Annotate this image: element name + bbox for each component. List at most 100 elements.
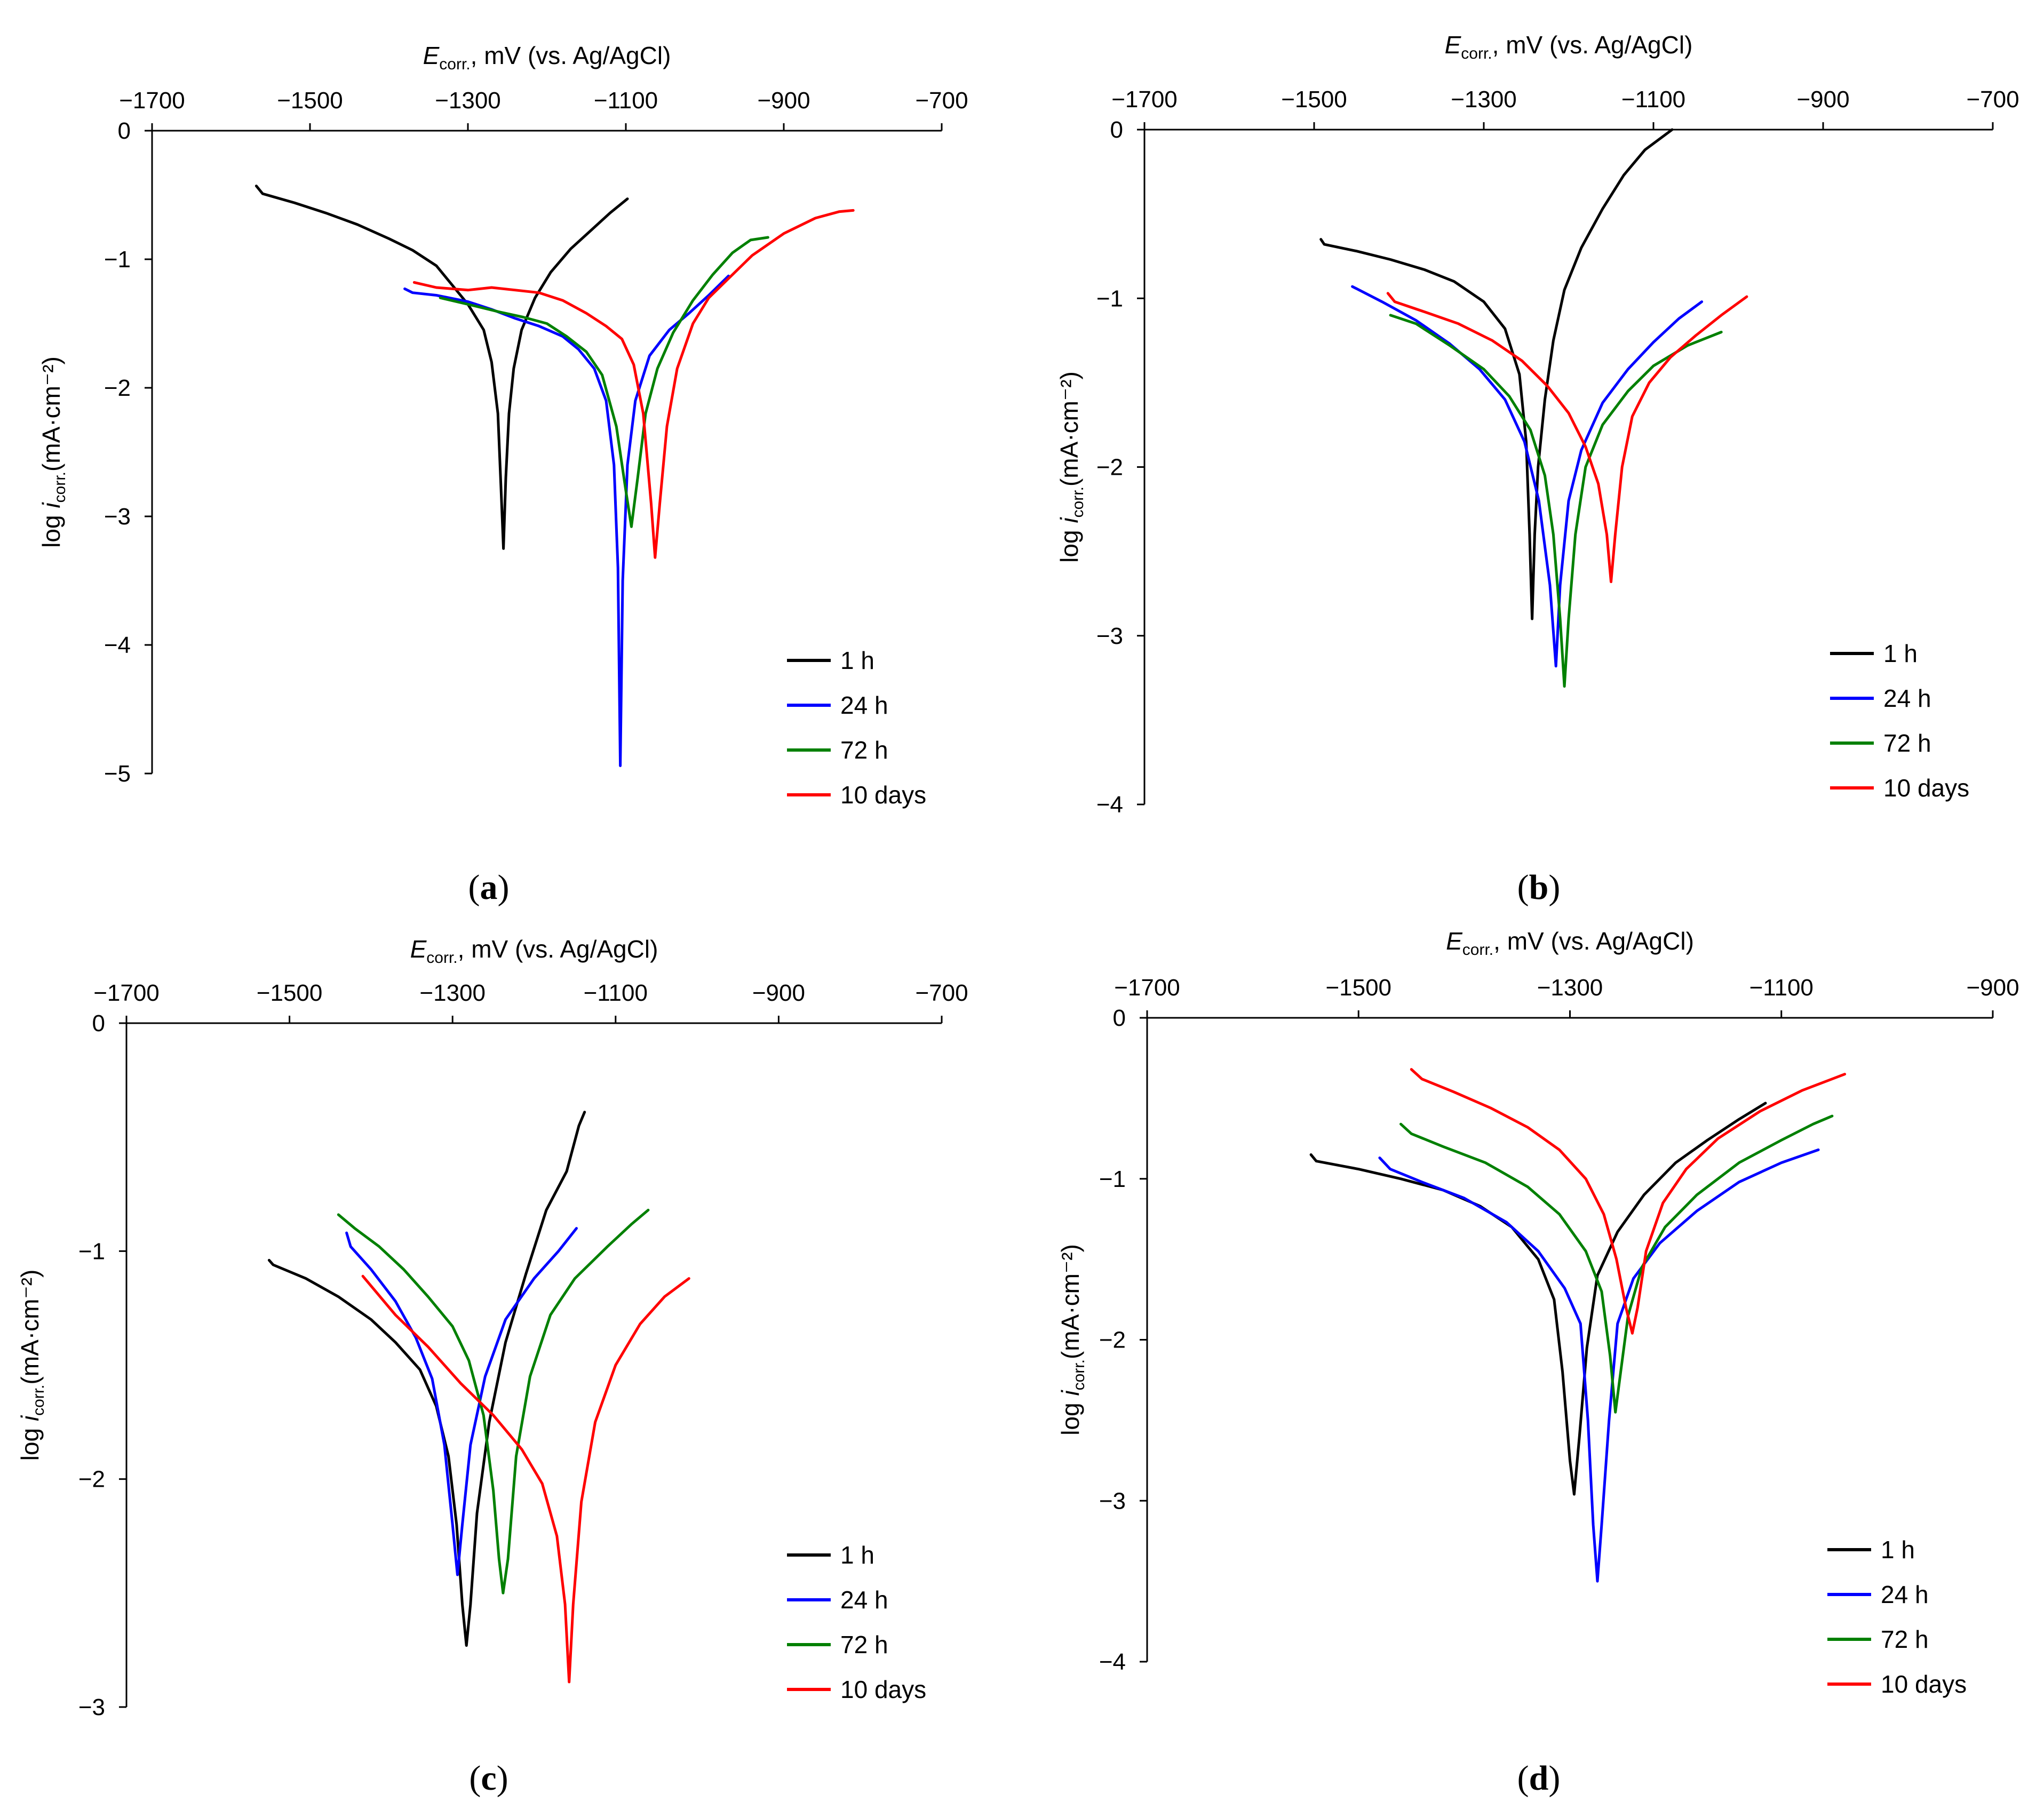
y-axis-title-sub: corr. bbox=[1069, 487, 1087, 517]
legend-label: 72 h bbox=[1881, 1625, 1929, 1653]
x-tick-label-a: −1300 bbox=[435, 87, 501, 114]
legend-label: 24 h bbox=[1883, 684, 1931, 712]
legend-label: 10 days bbox=[1881, 1670, 1967, 1698]
legend-c: 1 h 24 h 72 h 10 days bbox=[787, 1541, 926, 1703]
series-line-c-3 bbox=[361, 1274, 690, 1684]
x-axis-title-rest: , mV (vs. Ag/AgCl) bbox=[1492, 31, 1693, 59]
legend-label: 10 days bbox=[1883, 774, 1969, 802]
panel-label-a: (a) bbox=[468, 868, 510, 907]
y-axis-title-rest: (mA·cm⁻²) bbox=[1055, 371, 1083, 487]
series-line-d-1 bbox=[1378, 1148, 1820, 1583]
x-axis-title-d: Ecorr., mV (vs. Ag/AgCl) bbox=[1446, 927, 1694, 959]
x-tick-label-b: −1500 bbox=[1281, 86, 1347, 113]
y-axis-title-var: i bbox=[1056, 1390, 1084, 1396]
legend-d: 1 h 24 h 72 h 10 days bbox=[1827, 1536, 1967, 1698]
x-tick-label-a: −700 bbox=[915, 87, 968, 114]
y-axis-title-pre: log bbox=[1055, 523, 1083, 563]
y-axis-title-rest: (mA·cm⁻²) bbox=[37, 356, 65, 472]
y-tick-label-c: −2 bbox=[78, 1466, 105, 1493]
y-tick-label-d: −3 bbox=[1099, 1488, 1126, 1514]
x-tick-label-b: −1700 bbox=[1111, 86, 1178, 113]
x-tick-label-b: −1300 bbox=[1451, 86, 1517, 113]
series-line-c-2 bbox=[337, 1208, 650, 1594]
x-axis-title-rest: , mV (vs. Ag/AgCl) bbox=[1493, 927, 1694, 955]
x-axis-title-var: E bbox=[423, 42, 440, 69]
legend-label: 72 h bbox=[1883, 729, 1931, 757]
y-axis-title-pre: log bbox=[16, 1421, 44, 1461]
legend-label: 72 h bbox=[840, 736, 888, 764]
series-line-a-0 bbox=[254, 185, 629, 550]
series-line-d-0 bbox=[1309, 1102, 1767, 1496]
y-tick-label-b: −4 bbox=[1096, 792, 1123, 818]
x-tick-label-a: −1700 bbox=[119, 87, 185, 114]
x-axis-title-rest: , mV (vs. Ag/AgCl) bbox=[458, 935, 658, 963]
series-line-a-3 bbox=[412, 209, 855, 559]
y-axis-title-var: i bbox=[37, 502, 65, 508]
x-axis-title-c: Ecorr., mV (vs. Ag/AgCl) bbox=[410, 935, 658, 967]
legend-a: 1 h 24 h 72 h 10 days bbox=[787, 647, 926, 809]
y-tick-label-c: −3 bbox=[78, 1694, 105, 1720]
legend-label: 10 days bbox=[840, 1676, 926, 1703]
x-axis-title-b: Ecorr., mV (vs. Ag/AgCl) bbox=[1445, 31, 1693, 62]
series-line-a-2 bbox=[439, 236, 769, 528]
x-tick-label-c: −1500 bbox=[257, 980, 323, 1006]
y-tick-label-a: −1 bbox=[104, 246, 131, 273]
chart-panel-d: −1700 −1500 −1300 −1100 −900 0 −1 −2 −3 −4 Ecorr.,… bbox=[1056, 927, 2019, 1798]
x-tick-label-a: −1500 bbox=[277, 87, 343, 114]
y-axis-title-pre: log bbox=[37, 508, 65, 548]
y-tick-label-b: −3 bbox=[1096, 623, 1123, 649]
x-tick-label-c: −1300 bbox=[419, 980, 486, 1006]
y-tick-label-d: −2 bbox=[1099, 1327, 1126, 1353]
y-axis-title-var: i bbox=[16, 1415, 44, 1421]
y-tick-label-b: −1 bbox=[1096, 285, 1123, 312]
series-line-b-1 bbox=[1351, 285, 1704, 668]
y-tick-label-d: 0 bbox=[1113, 1005, 1126, 1031]
chart-panel-b: −1700 −1500 −1300 −1100 −900 −700 0 −1 −2 −3 −4 Eco… bbox=[1055, 31, 2019, 907]
x-axis-title-a: Ecorr., mV (vs. Ag/AgCl) bbox=[423, 42, 671, 73]
y-axis-title-rest: (mA·cm⁻²) bbox=[1056, 1244, 1084, 1359]
y-tick-label-d: −1 bbox=[1099, 1166, 1126, 1192]
y-axis-title-pre: log bbox=[1056, 1396, 1084, 1436]
series-line-b-2 bbox=[1389, 314, 1723, 688]
x-tick-label-b: −900 bbox=[1796, 86, 1849, 113]
legend-b: 1 h 24 h 72 h 10 days bbox=[1830, 640, 1969, 802]
panel-label-b: (b) bbox=[1517, 868, 1561, 907]
y-tick-label-b: −2 bbox=[1096, 455, 1123, 481]
legend-label: 1 h bbox=[840, 647, 874, 674]
series-line-d-2 bbox=[1399, 1114, 1834, 1414]
y-tick-label-a: −2 bbox=[104, 375, 131, 401]
x-axis-title-sub: corr. bbox=[1461, 45, 1492, 62]
x-tick-label-c: −1700 bbox=[93, 980, 160, 1006]
x-tick-label-d: −1700 bbox=[1114, 975, 1180, 1001]
y-axis-title-var: i bbox=[1055, 517, 1083, 523]
x-tick-label-d: −900 bbox=[1966, 975, 2019, 1001]
series-line-a-1 bbox=[403, 274, 730, 767]
x-tick-label-b: −1100 bbox=[1621, 86, 1685, 113]
x-tick-label-d: −1300 bbox=[1537, 975, 1603, 1001]
y-tick-label-d: −4 bbox=[1099, 1649, 1126, 1675]
legend-label: 1 h bbox=[1881, 1536, 1915, 1564]
legend-label: 72 h bbox=[840, 1631, 888, 1658]
y-tick-label-c: −1 bbox=[78, 1238, 105, 1264]
x-axis-title-var: E bbox=[1445, 31, 1462, 59]
panels: −1700 −1500 −1300 −1100 −900 −700 0 −1 −2 −3 −4 −5 E… bbox=[16, 31, 2019, 1798]
legend-label: 24 h bbox=[840, 691, 888, 719]
legend-label: 1 h bbox=[840, 1541, 874, 1569]
series-line-d-3 bbox=[1410, 1068, 1847, 1335]
panel-label-d: (d) bbox=[1517, 1759, 1561, 1798]
x-tick-label-c: −900 bbox=[752, 980, 805, 1006]
y-axis-title-sub: corr. bbox=[51, 472, 69, 503]
x-tick-label-c: −1100 bbox=[584, 980, 648, 1006]
y-tick-label-b: 0 bbox=[1110, 117, 1123, 143]
y-tick-label-a: 0 bbox=[118, 118, 131, 144]
series-line-c-0 bbox=[267, 1111, 586, 1647]
y-axis-title-d: log icorr.(mA·cm⁻²) bbox=[1056, 1244, 1088, 1436]
x-tick-label-a: −900 bbox=[757, 87, 810, 114]
x-axis-title-sub: corr. bbox=[426, 949, 457, 967]
x-tick-label-a: −1100 bbox=[594, 87, 658, 114]
y-axis-title-sub: corr. bbox=[30, 1385, 47, 1416]
y-tick-label-a: −4 bbox=[104, 632, 131, 658]
series-line-c-1 bbox=[345, 1227, 578, 1576]
